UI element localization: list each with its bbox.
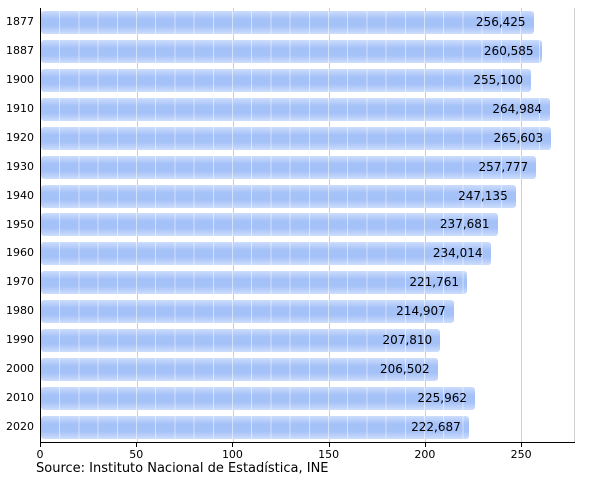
plot-area: 256,425 260,585 255,100 264,984 265,603 257,7…: [40, 8, 575, 443]
y-axis-tick-label: 1940: [6, 188, 34, 202]
gridline: [521, 8, 523, 442]
y-axis-tick-label: 1950: [6, 217, 34, 231]
bar: 221,761: [41, 271, 467, 295]
bar-value-label: 206,502: [380, 362, 430, 377]
bar-value-label: 260,585: [483, 43, 534, 58]
bar-value-label: 225,962: [417, 391, 468, 406]
bar: 234,014: [41, 242, 491, 266]
bar: 206,502: [41, 358, 438, 382]
x-axis-tick-label: 200: [414, 448, 436, 461]
y-axis-tick-label: 1930: [6, 159, 34, 173]
x-axis-tick: [424, 443, 426, 447]
bar-value-label: 257,777: [478, 159, 529, 174]
x-axis-tick-label: 150: [318, 448, 340, 461]
x-axis: 0 50 100 150 200 250: [36, 443, 575, 461]
x-axis-tick: [40, 443, 41, 447]
bar: 256,425: [41, 10, 534, 34]
y-axis-tick-label: 1910: [6, 101, 34, 115]
x-axis-tick-label: 50: [129, 448, 144, 461]
source-text: Source: Instituto Nacional de Estadístic…: [36, 461, 329, 476]
x-axis-tick-label: 100: [221, 448, 243, 461]
y-axis-tick-label: 1900: [6, 72, 34, 86]
bar-value-label: 255,100: [473, 72, 523, 87]
bar-value-label: 207,810: [382, 333, 433, 348]
bar-row: 257,777: [41, 153, 575, 182]
y-axis-tick-label: 2000: [6, 362, 34, 376]
bar-row: 264,984: [41, 95, 575, 124]
bar: 257,777: [41, 155, 537, 179]
bar-row: 247,135: [41, 182, 575, 211]
y-axis-tick-label: 1877: [6, 15, 34, 28]
x-axis-tick: [232, 443, 234, 447]
bar: 264,984: [41, 97, 550, 121]
x-axis-tick-label: 0: [36, 448, 44, 461]
y-axis-tick-label: 1887: [6, 43, 34, 57]
x-axis-tick: [136, 443, 138, 447]
bar-value-label: 247,135: [458, 188, 508, 203]
bar-row: 222,687: [41, 413, 575, 442]
bar-row: 260,585: [41, 37, 575, 66]
bar-row: 256,425: [41, 8, 575, 37]
bar-row: 234,014: [41, 239, 575, 268]
bar-row: 265,603: [41, 124, 575, 153]
bar: 222,687: [41, 416, 469, 440]
bar-row: 207,810: [41, 326, 575, 355]
bar-row: 214,907: [41, 297, 575, 326]
y-axis-tick-label: 1920: [6, 130, 34, 144]
bar-row: 237,681: [41, 211, 575, 240]
bar-row: 206,502: [41, 355, 575, 384]
bar: 265,603: [41, 126, 552, 150]
bar: 214,907: [41, 300, 454, 324]
bar: 260,585: [41, 39, 542, 63]
bar-value-label: 221,761: [409, 275, 459, 290]
bar-value-label: 264,984: [492, 101, 542, 116]
y-axis-tick-label: 1980: [6, 304, 34, 318]
y-axis-tick-label: 2020: [6, 420, 34, 434]
y-axis-tick-label: 1990: [6, 333, 34, 347]
x-axis-tick-label: 250: [510, 448, 532, 461]
x-axis-tick: [521, 443, 523, 447]
bar-value-label: 265,603: [493, 130, 544, 145]
bar: 237,681: [41, 213, 498, 237]
bar: 255,100: [41, 68, 531, 92]
bar-value-label: 222,687: [411, 420, 461, 435]
bar-value-label: 214,907: [396, 304, 446, 319]
y-axis-tick-label: 2010: [6, 391, 34, 405]
y-axis-tick-label: 1970: [6, 275, 34, 289]
x-axis-tick: [328, 443, 330, 447]
bar-row: 225,962: [41, 384, 575, 413]
y-axis-labels: 1877 1887 1900 1910 1920 1930 1940 1950 1960 1970…: [0, 8, 34, 442]
bar-row: 221,761: [41, 268, 575, 297]
bar: 225,962: [41, 387, 476, 411]
bar-value-label: 256,425: [475, 14, 526, 29]
bar-value-label: 237,681: [439, 217, 490, 232]
plot-right-border: [574, 8, 575, 442]
bar-value-label: 234,014: [432, 246, 483, 261]
bar-row: 255,100: [41, 66, 575, 95]
bar: 247,135: [41, 184, 516, 208]
y-axis-tick-label: 1960: [6, 246, 34, 260]
bar: 207,810: [41, 329, 441, 353]
